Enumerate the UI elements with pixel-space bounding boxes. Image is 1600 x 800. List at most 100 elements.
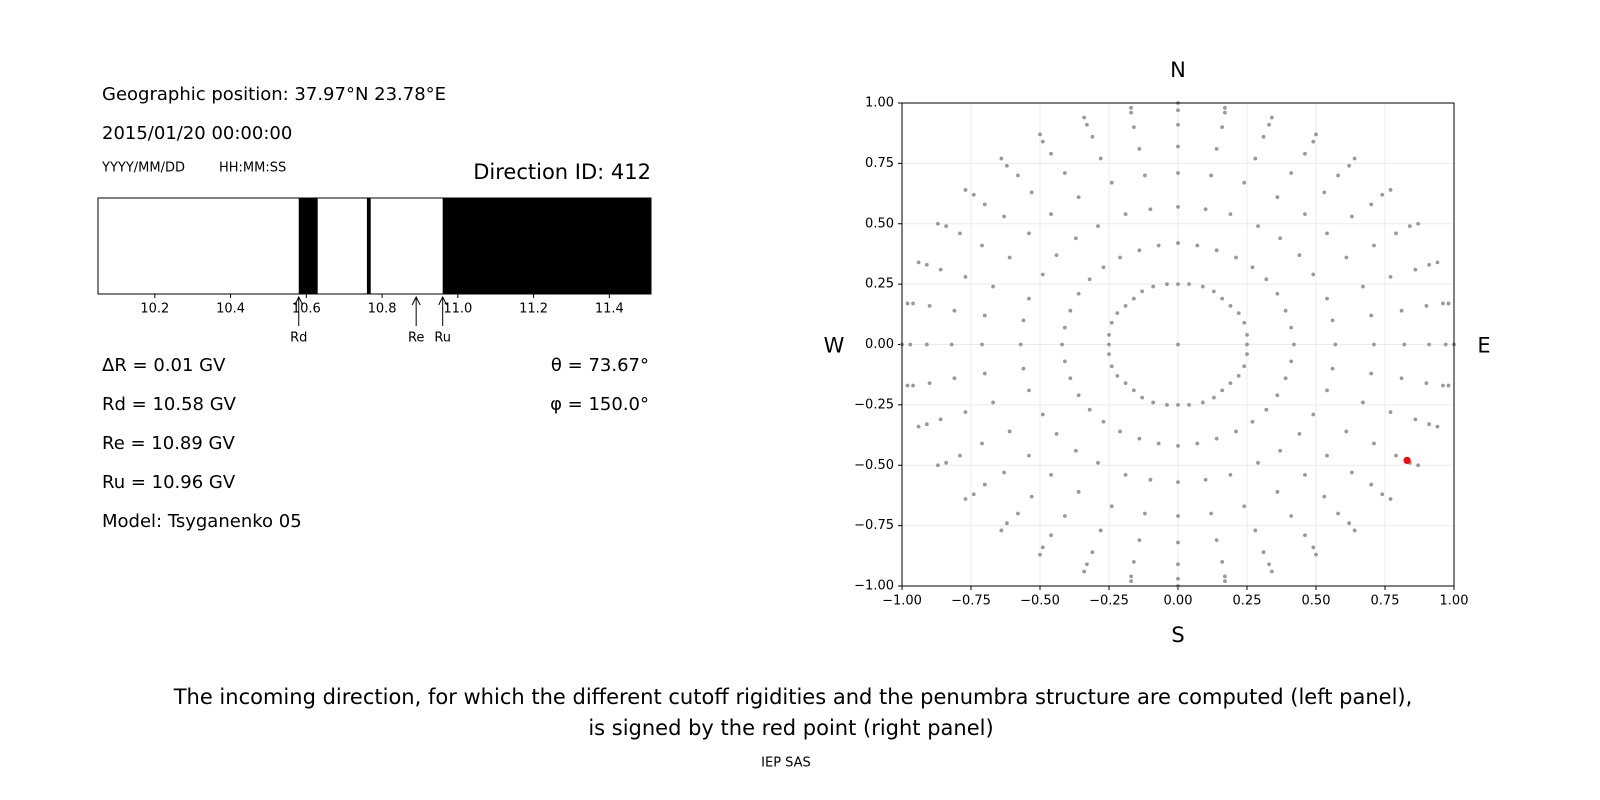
scatter-point	[980, 243, 984, 248]
scatter-point	[1349, 470, 1354, 475]
scatter-point	[1087, 277, 1092, 282]
scatter-point	[1446, 383, 1451, 388]
scatter-point	[1203, 207, 1208, 212]
scatter-point	[1062, 171, 1067, 175]
scatter-point	[1098, 528, 1103, 533]
scatter-point	[1107, 332, 1111, 337]
scatter-point	[1209, 173, 1214, 178]
scatter-point	[1369, 482, 1374, 487]
scatter-point	[1029, 494, 1034, 499]
scatter-point	[924, 422, 929, 427]
scatter-point	[1303, 473, 1307, 477]
scatter-point	[1156, 441, 1161, 446]
scatter-point	[905, 301, 910, 306]
scatter-point	[938, 417, 943, 422]
scatter-point	[1275, 489, 1280, 494]
scatter-point	[1214, 146, 1219, 151]
scatter-point	[1245, 332, 1249, 337]
scatter-point	[1446, 301, 1451, 306]
scatter-point	[1082, 115, 1087, 120]
scatter-point	[982, 371, 987, 376]
scatter-point	[1062, 359, 1067, 364]
scatter-point	[1344, 255, 1349, 260]
scatter-point	[1076, 195, 1081, 200]
scatter-point	[980, 342, 984, 347]
footer: IEP SAS	[761, 756, 811, 771]
penumbra-band	[442, 198, 651, 294]
scatter-point	[1242, 364, 1247, 369]
scatter-point	[1096, 224, 1100, 229]
scatter-point	[1176, 480, 1180, 485]
scatter-point	[1062, 514, 1067, 518]
scatter-point	[1220, 388, 1225, 393]
scatter-point	[1195, 441, 1200, 446]
scatter-point	[999, 528, 1004, 533]
scatter-point	[1311, 412, 1316, 417]
scatter-point	[1176, 562, 1180, 567]
scatter-point	[958, 453, 962, 458]
scatter-point	[1399, 376, 1404, 381]
model: Model: Tsyganenko 05	[102, 511, 302, 532]
compass-label: E	[1477, 334, 1490, 358]
scatter-point	[1303, 533, 1307, 538]
scatter-point	[1388, 497, 1393, 501]
scatter-point	[1107, 352, 1111, 357]
penumbra-band	[366, 198, 371, 294]
scatter-point	[1236, 311, 1241, 316]
scatter-point	[1040, 412, 1045, 417]
re-text: Re = 10.89 GV	[102, 433, 235, 454]
scatter-point	[1283, 376, 1288, 381]
scatter-point	[1336, 511, 1340, 516]
scatter-point	[1090, 550, 1095, 555]
scatter-point	[1372, 342, 1376, 347]
scatter-point	[1151, 400, 1156, 405]
scatter-point	[1427, 262, 1432, 267]
scatter-point	[1253, 528, 1258, 533]
scatter-point	[1394, 231, 1398, 236]
x-tick-label: 0.75	[1371, 594, 1400, 609]
scatter-point	[1090, 134, 1095, 139]
scatter-point	[1123, 212, 1128, 216]
scatter-point	[1223, 105, 1227, 110]
scatter-point	[980, 441, 984, 446]
scatter-point	[1380, 192, 1385, 197]
scatter-point	[1361, 400, 1365, 405]
scatter-point	[991, 400, 995, 405]
scatter-point	[1427, 422, 1432, 427]
scatter-point	[1245, 352, 1249, 357]
scatter-point	[911, 301, 915, 306]
scatter-point	[1283, 308, 1288, 313]
theta: θ = 73.67°	[551, 355, 649, 376]
scatter-point	[958, 231, 962, 236]
scatter-point	[1220, 559, 1225, 564]
scatter-point	[1314, 132, 1318, 137]
scatter-point	[1137, 146, 1142, 151]
scatter-point	[1223, 579, 1227, 584]
scatter-point	[1176, 444, 1180, 448]
scatter-point	[1107, 342, 1111, 347]
scatter-point	[1068, 308, 1073, 313]
scatter-point	[1322, 494, 1327, 499]
scatter-point	[1073, 448, 1078, 453]
scatter-point	[1303, 212, 1307, 216]
scatter-point	[1325, 231, 1329, 236]
scatter-point	[1297, 253, 1302, 258]
scatter-point	[1021, 318, 1026, 323]
x-tick-label: 11.2	[519, 302, 548, 317]
scatter-point	[1330, 318, 1335, 323]
scatter-point	[1369, 202, 1374, 207]
scatter-point	[1123, 473, 1128, 477]
y-tick-label: −1.00	[854, 579, 894, 594]
scatter-point	[1223, 574, 1227, 579]
scatter-point	[944, 224, 949, 229]
scatter-point	[1269, 569, 1274, 574]
scatter-point	[1289, 514, 1294, 518]
compass-label: S	[1171, 623, 1184, 647]
scatter-point	[1278, 236, 1283, 241]
scatter-point	[1416, 463, 1421, 468]
scatter-point	[1129, 574, 1133, 579]
scatter-point	[1027, 296, 1031, 301]
scatter-point	[1380, 492, 1385, 497]
marker-arrowhead	[411, 295, 421, 306]
scatter-point	[1085, 122, 1089, 127]
